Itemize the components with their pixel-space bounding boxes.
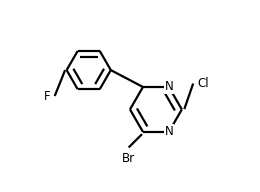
Text: N: N xyxy=(165,125,173,138)
Text: N: N xyxy=(165,80,173,94)
Text: F: F xyxy=(44,89,50,103)
Text: Br: Br xyxy=(121,152,135,165)
Text: Cl: Cl xyxy=(198,77,209,90)
